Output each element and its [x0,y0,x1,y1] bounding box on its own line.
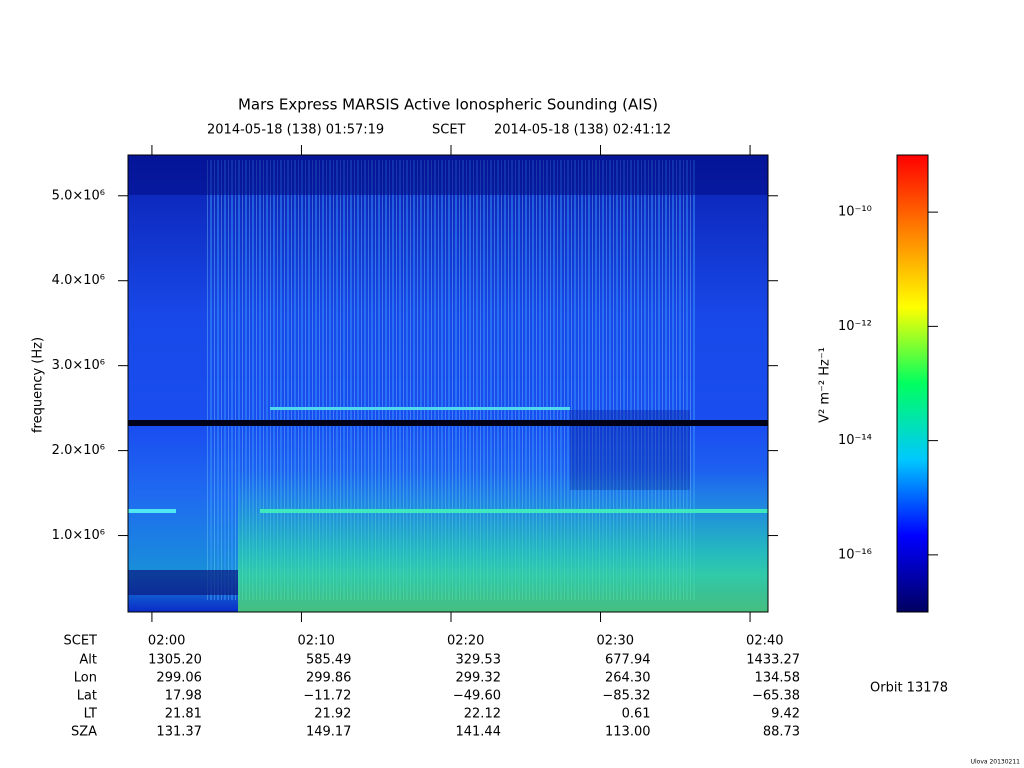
x-axis-label: SCET [64,634,98,649]
y-tick-label: 3.0×10⁶ [52,358,105,373]
ephemeris-value: −11.72 [303,689,351,704]
ephemeris-value: 329.53 [455,653,501,668]
ephemeris-value: 21.92 [314,707,351,722]
ephemeris-value: 677.94 [605,653,651,668]
ephemeris-value: 1305.20 [148,653,202,668]
time-system: SCET [432,123,466,138]
ephemeris-label: SZA [71,725,97,740]
colorbar-tick-label: 10⁻¹² [838,319,872,334]
x-tick-label: 02:00 [148,634,185,649]
footer: Ulova 20130211 [971,759,1021,766]
ephemeris-value: 21.81 [165,707,202,722]
ephemeris-value: 585.49 [306,653,352,668]
ephemeris-value: 113.00 [605,725,651,740]
ephemeris-value: −65.38 [752,689,800,704]
ephemeris-label: Alt [79,653,97,668]
ephemeris-value: 0.61 [622,707,651,722]
ephemeris-value: 264.30 [605,671,651,686]
ephemeris-label: Lon [74,671,97,686]
ephemeris-value: −49.60 [453,689,501,704]
colorbar-tick-label: 10⁻¹⁴ [838,433,872,448]
ephemeris-label: LT [84,707,97,722]
colorbar-tick-label: 10⁻¹⁶ [838,547,872,562]
x-tick-label: 02:10 [297,634,334,649]
ephemeris-value: 22.12 [464,707,501,722]
ephemeris-value: 9.42 [771,707,800,722]
y-tick-label: 4.0×10⁶ [52,273,105,288]
ephemeris-value: 134.58 [755,671,801,686]
orbit-label: Orbit 13178 [870,681,948,696]
y-tick-label: 2.0×10⁶ [52,443,105,458]
end-time: 2014-05-18 (138) 02:41:12 [494,123,671,138]
start-time: 2014-05-18 (138) 01:57:19 [207,123,384,138]
ephemeris-value: 17.98 [165,689,202,704]
ephemeris-value: 88.73 [763,725,800,740]
ephemeris-value: 1433.27 [746,653,800,668]
ephemeris-value: 299.06 [156,671,202,686]
colorbar-tick-label: 10⁻¹⁰ [838,205,872,220]
y-axis-label: frequency (Hz) [31,337,46,433]
x-tick-label: 02:30 [597,634,634,649]
colorbar-label: V² m⁻² Hz⁻¹ [818,347,833,423]
y-tick-label: 1.0×10⁶ [52,528,105,543]
x-tick-label: 02:40 [746,634,783,649]
ephemeris-value: 299.86 [306,671,352,686]
ephemeris-label: Lat [77,689,97,704]
x-tick-label: 02:20 [447,634,484,649]
ephemeris-value: 131.37 [156,725,202,740]
spectrogram-image [128,155,768,612]
ephemeris-value: 141.44 [455,725,501,740]
ephemeris-value: 149.17 [306,725,352,740]
chart-title: Mars Express MARSIS Active Ionospheric S… [238,96,658,114]
ephemeris-value: −85.32 [602,689,650,704]
y-tick-label: 5.0×10⁶ [52,188,105,203]
colorbar [896,154,929,613]
plot-frame [127,154,769,613]
ephemeris-value: 299.32 [455,671,501,686]
